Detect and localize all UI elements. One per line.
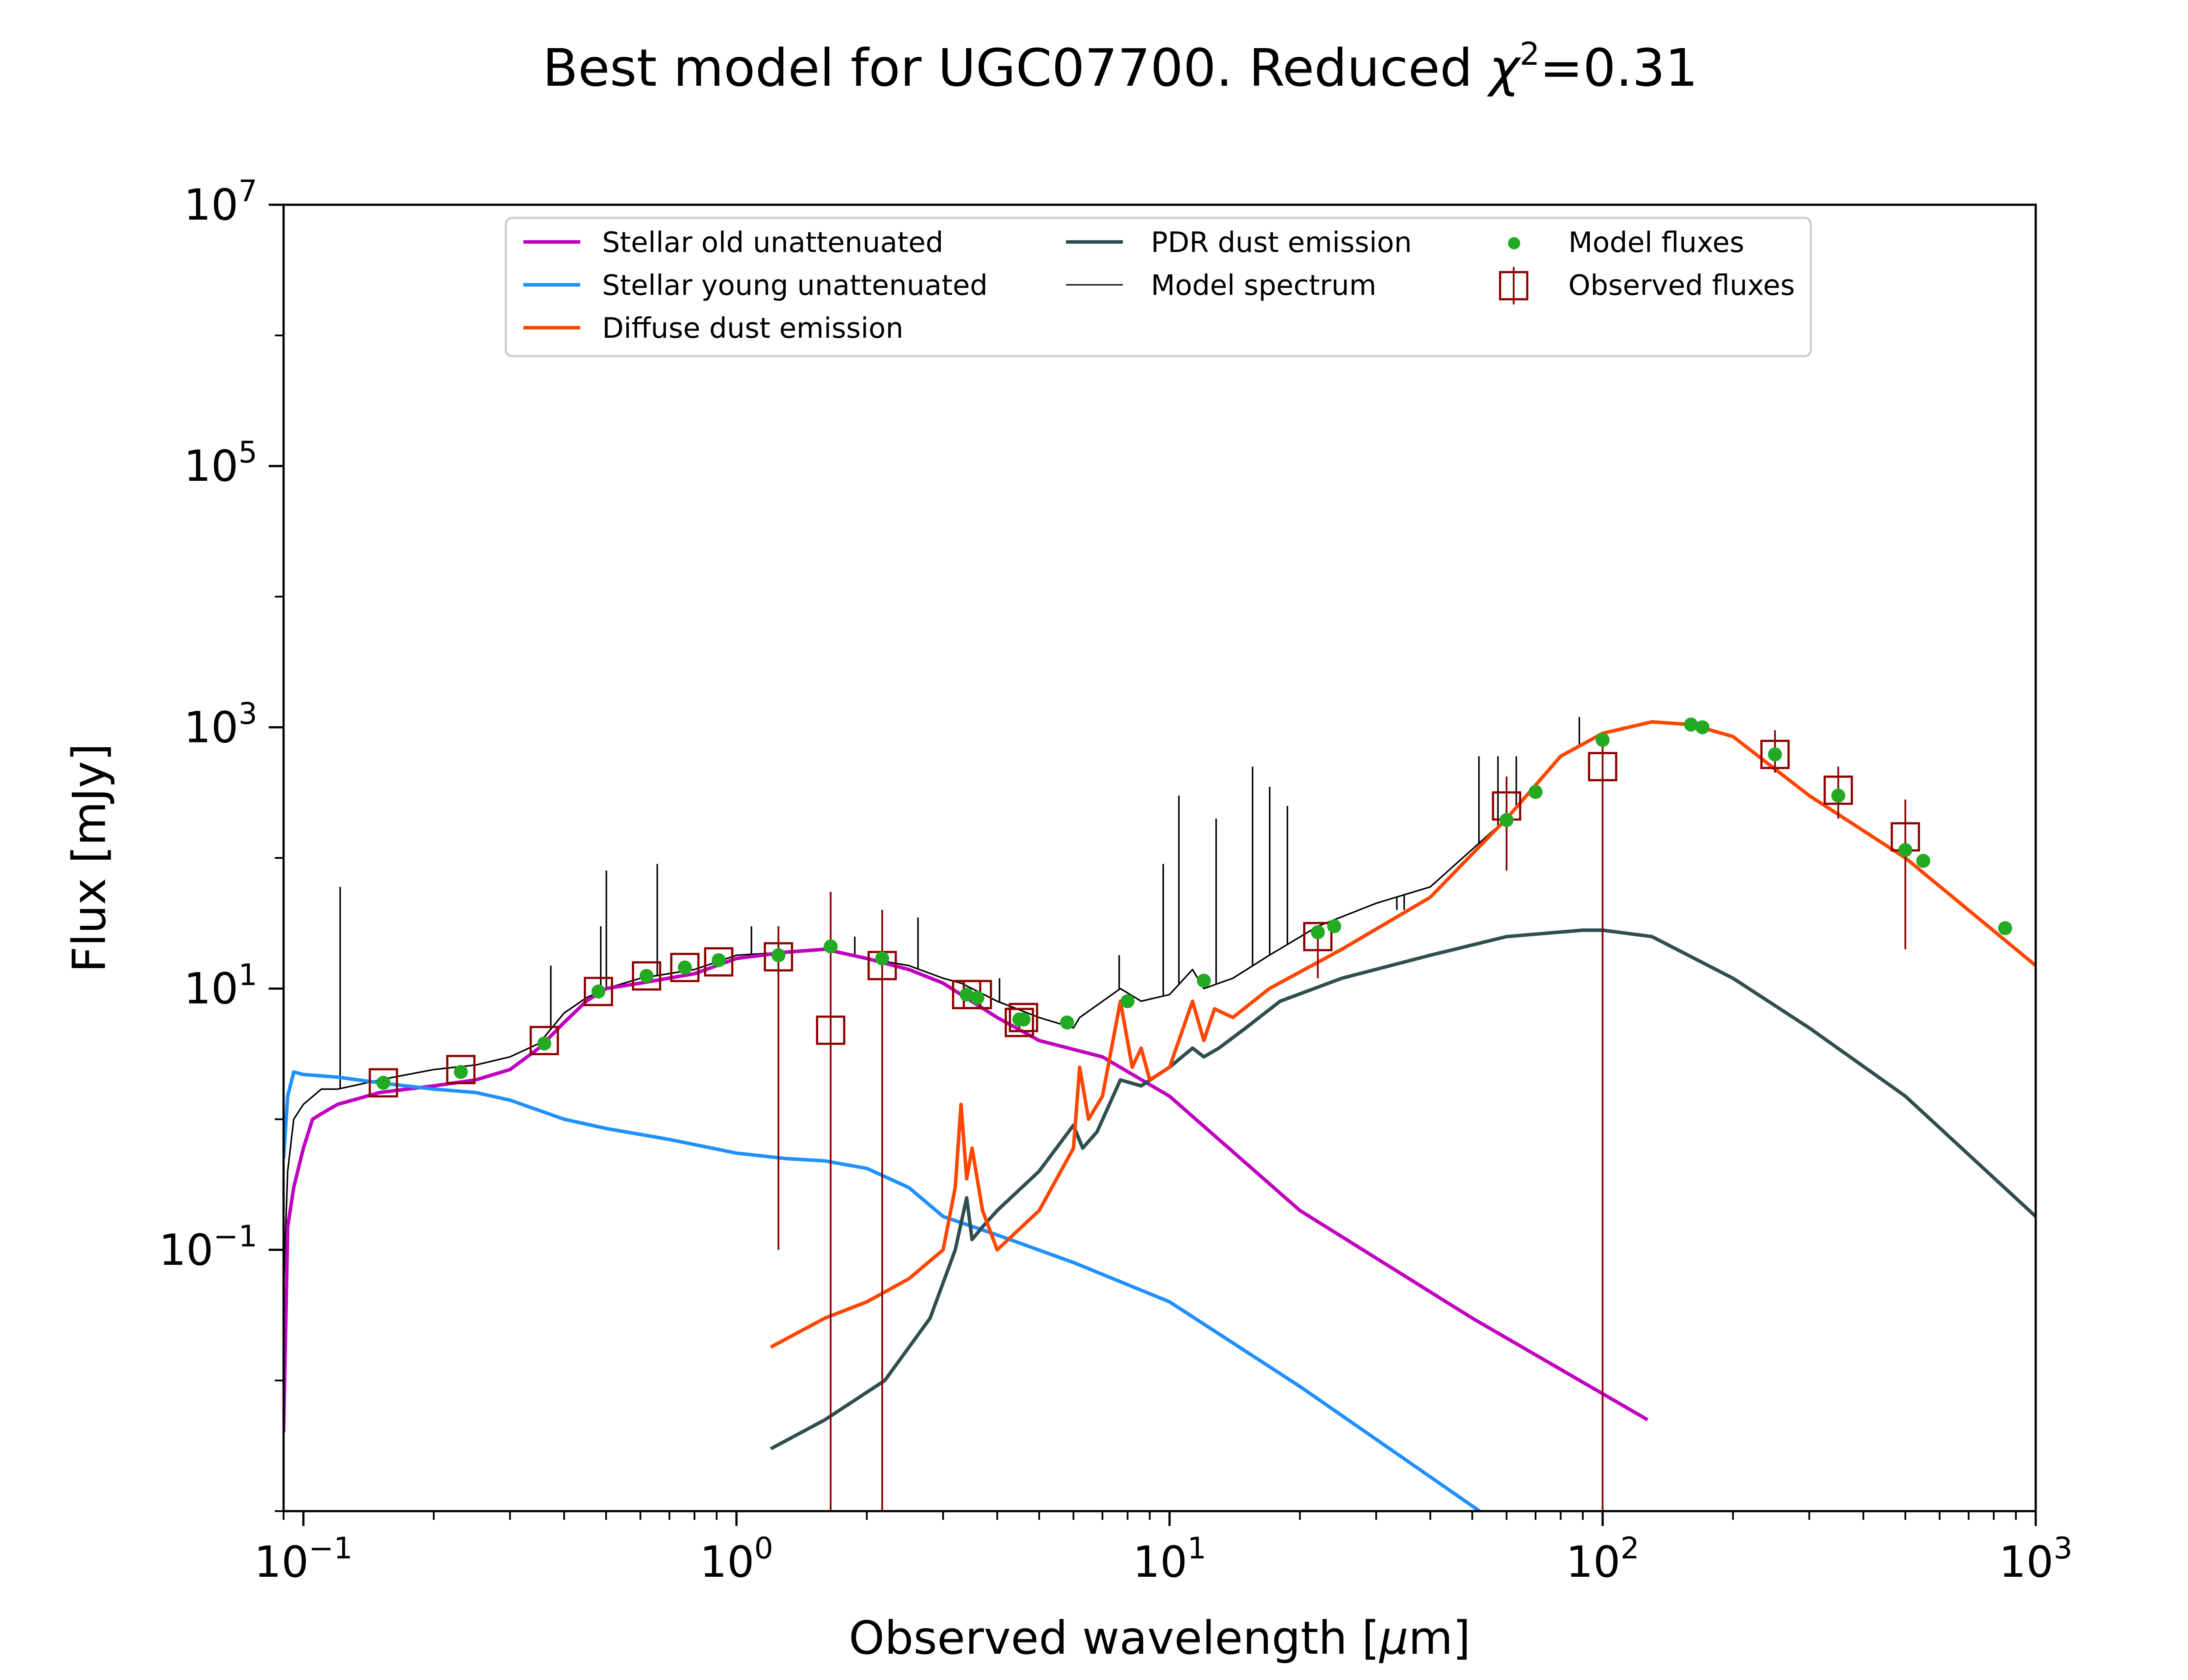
y-tick-label: 101 bbox=[184, 958, 257, 1014]
model-flux-point bbox=[1998, 921, 2013, 935]
model-flux-point bbox=[712, 953, 726, 967]
observed-flux-marker bbox=[1823, 775, 1853, 805]
observed-flux-marker bbox=[1004, 1008, 1034, 1037]
model-flux-point bbox=[376, 1076, 391, 1090]
observed-flux-marker bbox=[529, 1026, 559, 1055]
legend-label-model-fluxes: Model fluxes bbox=[1568, 227, 1744, 259]
model-flux-point bbox=[970, 990, 985, 1005]
model-flux-point bbox=[1197, 973, 1211, 988]
model-flux-point bbox=[639, 969, 654, 983]
model-flux-point bbox=[1595, 733, 1610, 747]
legend-swatch-model-fluxes bbox=[1508, 237, 1520, 249]
model-flux-point bbox=[1529, 785, 1543, 799]
observed-flux-marker bbox=[704, 947, 733, 977]
model-flux-point bbox=[771, 948, 785, 962]
y-axis-label: Flux [mJy] bbox=[63, 743, 116, 973]
legend: Stellar old unattenuated Stellar young u… bbox=[505, 217, 1812, 357]
model-flux-point bbox=[1695, 720, 1710, 735]
x-tick-label: 100 bbox=[700, 1531, 773, 1587]
x-tick-label: 103 bbox=[1999, 1531, 2072, 1587]
model-flux-point bbox=[1831, 788, 1845, 803]
model-flux-point bbox=[1311, 925, 1325, 939]
observed-flux-marker bbox=[446, 1055, 476, 1085]
x-tick-label: 102 bbox=[1566, 1531, 1639, 1587]
model-flux-point bbox=[454, 1065, 468, 1079]
model-flux-point bbox=[1060, 1015, 1074, 1030]
model-flux-point bbox=[1898, 843, 1913, 857]
y-tick-label: 105 bbox=[184, 435, 257, 491]
legend-swatch-observed-fluxes bbox=[1499, 267, 1529, 304]
legend-label-model-spectrum: Model spectrum bbox=[1151, 270, 1376, 302]
model-flux-point bbox=[678, 960, 692, 975]
model-flux-point bbox=[1327, 919, 1341, 934]
legend-label-diffuse-dust: Diffuse dust emission bbox=[602, 312, 903, 345]
model-flux-point bbox=[591, 984, 606, 999]
observed-flux-marker bbox=[1303, 922, 1332, 952]
legend-label-stellar-old: Stellar old unattenuated bbox=[602, 227, 943, 259]
y-tick-label: 10−1 bbox=[159, 1219, 257, 1275]
stellar-young-unattenuated-line bbox=[284, 1070, 1481, 1511]
y-tick-label: 103 bbox=[184, 696, 257, 752]
model-flux-point bbox=[537, 1036, 551, 1051]
chart-title: Best model for UGC07700. Reduced χ2=0.31 bbox=[543, 35, 1698, 98]
model-flux-point bbox=[875, 951, 889, 966]
model-flux-point bbox=[824, 939, 838, 954]
model-flux-point bbox=[1684, 718, 1698, 732]
model-flux-point bbox=[1768, 747, 1782, 762]
observed-flux-marker bbox=[1009, 1003, 1038, 1032]
plot-area bbox=[284, 205, 2036, 1511]
x-tick-label: 10−1 bbox=[254, 1531, 353, 1587]
legend-label-pdr-dust: PDR dust emission bbox=[1151, 227, 1412, 259]
model-flux-point bbox=[960, 987, 974, 1002]
legend-box bbox=[505, 217, 1812, 357]
observed-flux-marker bbox=[764, 942, 793, 972]
series-layer bbox=[284, 717, 2036, 1511]
model-flux-point bbox=[1499, 813, 1514, 827]
observed-flux-marker bbox=[584, 976, 613, 1006]
x-axis-label: Observed wavelength [μm] bbox=[849, 1611, 1471, 1665]
legend-label-stellar-young: Stellar young unattenuated bbox=[602, 270, 988, 302]
y-tick-label: 107 bbox=[184, 174, 257, 230]
tick-layer: 10−1 100 101 102 103 10−1 101 103 105 107 bbox=[159, 174, 2072, 1587]
legend-label-observed-fluxes: Observed fluxes bbox=[1568, 270, 1795, 302]
observed-flux-marker bbox=[816, 1015, 845, 1045]
model-flux-point bbox=[1120, 994, 1135, 1008]
x-tick-label: 101 bbox=[1133, 1531, 1206, 1587]
model-flux-point bbox=[1916, 854, 1930, 868]
observed-flux-marker bbox=[632, 961, 661, 991]
observed-flux-marker bbox=[670, 952, 700, 982]
stellar-old-unattenuated-line bbox=[284, 947, 1649, 1433]
model-flux-point bbox=[1016, 1012, 1031, 1027]
observed-flux-marker bbox=[1760, 739, 1790, 769]
observed-flux-marker bbox=[368, 1068, 398, 1098]
observed-flux-marker bbox=[1588, 752, 1617, 781]
